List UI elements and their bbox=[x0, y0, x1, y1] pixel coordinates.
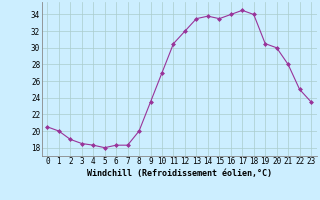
X-axis label: Windchill (Refroidissement éolien,°C): Windchill (Refroidissement éolien,°C) bbox=[87, 169, 272, 178]
